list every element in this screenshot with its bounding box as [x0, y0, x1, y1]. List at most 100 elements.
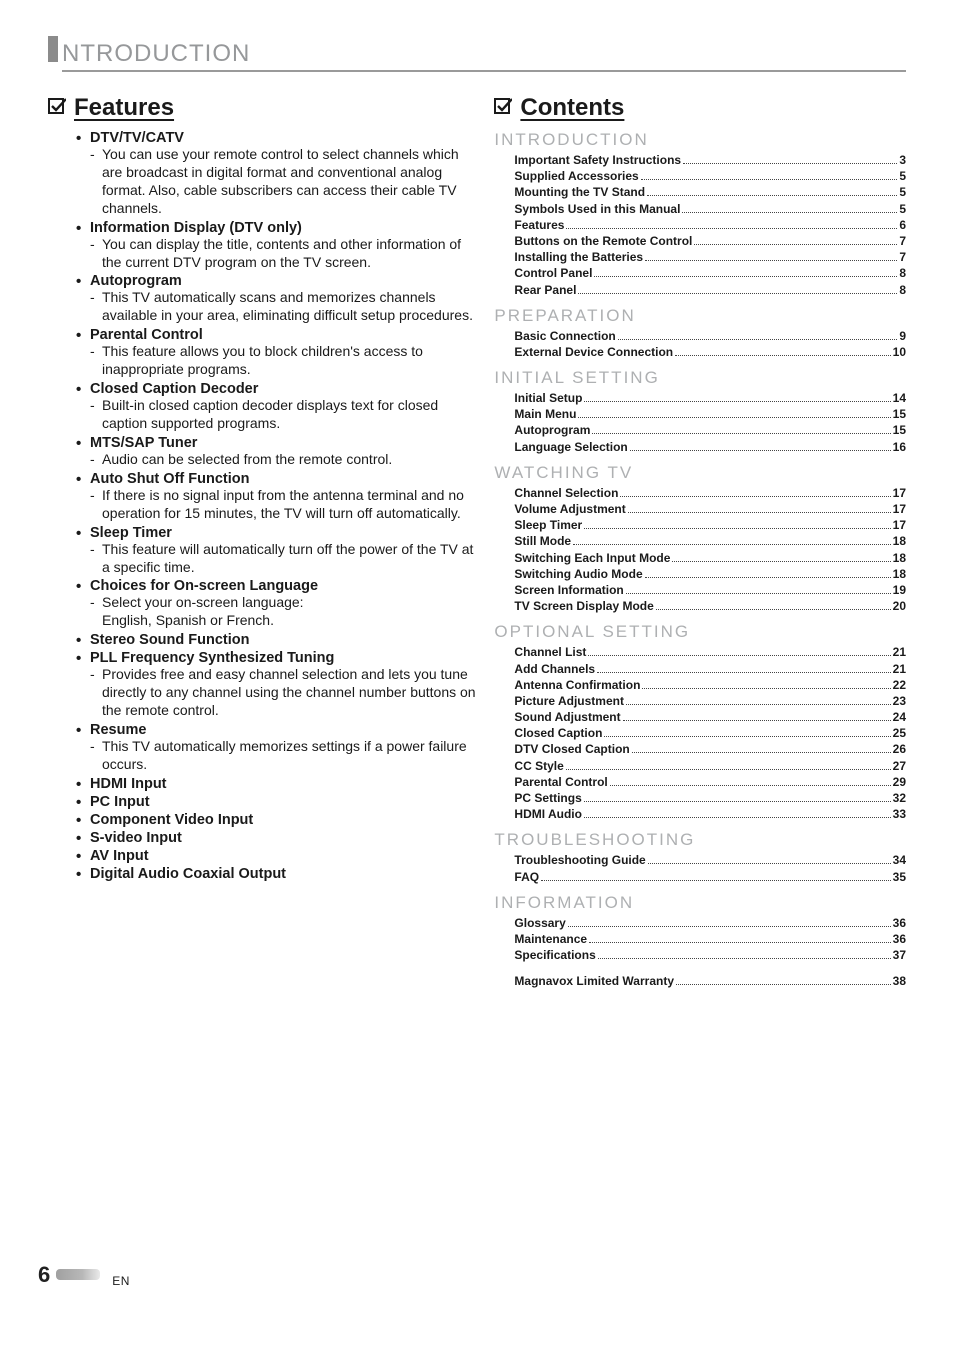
feature-title: MTS/SAP Tuner: [76, 435, 476, 451]
toc-list: Troubleshooting Guide 34FAQ 35: [494, 852, 906, 884]
toc-leader-dots: [592, 433, 890, 434]
toc-row: Language Selection 16: [514, 439, 906, 455]
toc-leader-dots: [589, 942, 891, 943]
toc-row: Rear Panel 8: [514, 282, 906, 298]
feature-item: HDMI Input: [76, 776, 476, 792]
toc-section-title: OPTIONAL SETTING: [494, 622, 906, 642]
toc-row: Closed Caption 25: [514, 725, 906, 741]
feature-item: DTV/TV/CATV- You can use your remote con…: [76, 130, 476, 218]
feature-item: PLL Frequency Synthesized Tuning- Provid…: [76, 650, 476, 720]
toc-row: Maintenance 36: [514, 931, 906, 947]
feature-description: - Provides free and easy channel selecti…: [76, 666, 476, 720]
feature-description: - If there is no signal input from the a…: [76, 487, 476, 523]
toc-row: Buttons on the Remote Control 7: [514, 233, 906, 249]
chapter-title-text: NTRODUCTION: [62, 40, 250, 67]
language-code: EN: [112, 1274, 130, 1288]
feature-item: Component Video Input: [76, 812, 476, 828]
feature-title: PLL Frequency Synthesized Tuning: [76, 650, 476, 666]
dash-icon: -: [90, 594, 95, 612]
checkbox-icon: [48, 98, 66, 116]
toc-row: Switching Audio Mode 18: [514, 566, 906, 582]
chapter-title: NTRODUCTION: [62, 36, 906, 72]
toc-leader-dots: [648, 863, 891, 864]
toc-row: Basic Connection 9: [514, 328, 906, 344]
toc-leader-dots: [632, 752, 891, 753]
toc-page-number: 38: [893, 973, 906, 989]
toc-page-number: 17: [893, 501, 906, 517]
toc-page-number: 17: [893, 517, 906, 533]
feature-item: Stereo Sound Function: [76, 632, 476, 648]
toc-section-title: TROUBLESHOOTING: [494, 830, 906, 850]
toc-section-title: INTRODUCTION: [494, 130, 906, 150]
toc-row: Antenna Confirmation 22: [514, 677, 906, 693]
toc-page-number: 36: [893, 915, 906, 931]
toc-page-number: 18: [893, 566, 906, 582]
feature-title: Closed Caption Decoder: [76, 381, 476, 397]
feature-title: Stereo Sound Function: [76, 632, 476, 648]
page-footer: 6 EN: [48, 1260, 906, 1300]
toc-page-number: 35: [893, 869, 906, 885]
toc-page-number: 14: [893, 390, 906, 406]
toc-leader-dots: [620, 496, 890, 497]
dash-icon: -: [90, 146, 95, 164]
feature-title: Auto Shut Off Function: [76, 471, 476, 487]
toc-page-number: 5: [899, 184, 906, 200]
toc-leader-dots: [566, 228, 897, 229]
feature-description: - Built-in closed caption decoder displa…: [76, 397, 476, 433]
toc-row: Important Safety Instructions 3: [514, 152, 906, 168]
toc-row: Control Panel 8: [514, 265, 906, 281]
contents-heading: Contents: [494, 96, 906, 120]
toc-label: Volume Adjustment: [514, 501, 625, 517]
feature-item: Sleep Timer- This feature will automatic…: [76, 525, 476, 577]
toc-label: Supplied Accessories: [514, 168, 638, 184]
toc-page-number: 8: [899, 265, 906, 281]
toc-label: Switching Audio Mode: [514, 566, 642, 582]
toc-page-number: 7: [899, 249, 906, 265]
feature-title: AV Input: [76, 848, 476, 864]
toc-label: Sleep Timer: [514, 517, 582, 533]
feature-item: Parental Control- This feature allows yo…: [76, 327, 476, 379]
toc-label: Antenna Confirmation: [514, 677, 640, 693]
toc-leader-dots: [683, 163, 897, 164]
toc-label: HDMI Audio: [514, 806, 582, 822]
toc-page-number: 8: [899, 282, 906, 298]
toc-row: Autoprogram 15: [514, 422, 906, 438]
toc-label: TV Screen Display Mode: [514, 598, 653, 614]
toc-label: Channel List: [514, 644, 586, 660]
feature-description: - Select your on-screen language:: [76, 594, 476, 612]
toc-list: Channel List 21Add Channels 21Antenna Co…: [494, 644, 906, 822]
toc-label: Troubleshooting Guide: [514, 852, 645, 868]
toc-leader-dots: [626, 593, 891, 594]
toc-row: FAQ 35: [514, 869, 906, 885]
toc-leader-dots: [694, 244, 897, 245]
toc-page-number: 5: [899, 201, 906, 217]
toc-label: Channel Selection: [514, 485, 618, 501]
toc-leader-dots: [584, 528, 890, 529]
toc-label: Switching Each Input Mode: [514, 550, 670, 566]
toc-row: Main Menu 15: [514, 406, 906, 422]
manual-page: NTRODUCTION Features DTV/TV/CATV- You ca…: [0, 0, 954, 1300]
toc-leader-dots: [573, 544, 891, 545]
toc-page-number: 25: [893, 725, 906, 741]
toc-label: FAQ: [514, 869, 539, 885]
toc-row: Sleep Timer 17: [514, 517, 906, 533]
feature-description: - Audio can be selected from the remote …: [76, 451, 476, 469]
toc-page-number: 19: [893, 582, 906, 598]
dash-icon: -: [90, 236, 95, 254]
toc-page-number: 16: [893, 439, 906, 455]
toc-row: Picture Adjustment 23: [514, 693, 906, 709]
toc-row: Still Mode 18: [514, 533, 906, 549]
toc-leader-dots: [610, 785, 891, 786]
toc-page-number: 17: [893, 485, 906, 501]
contents-column: Contents INTRODUCTION Important Safety In…: [494, 96, 906, 990]
toc-leader-dots: [645, 260, 897, 261]
toc-list: Basic Connection 9External Device Connec…: [494, 328, 906, 360]
toc-leader-dots: [584, 401, 890, 402]
toc-page-number: 27: [893, 758, 906, 774]
feature-title: DTV/TV/CATV: [76, 130, 476, 146]
chapter-heading: NTRODUCTION: [48, 36, 906, 72]
toc-label: Mounting the TV Stand: [514, 184, 645, 200]
toc-label: Specifications: [514, 947, 595, 963]
toc-section-title: INITIAL SETTING: [494, 368, 906, 388]
toc-page-number: 3: [899, 152, 906, 168]
